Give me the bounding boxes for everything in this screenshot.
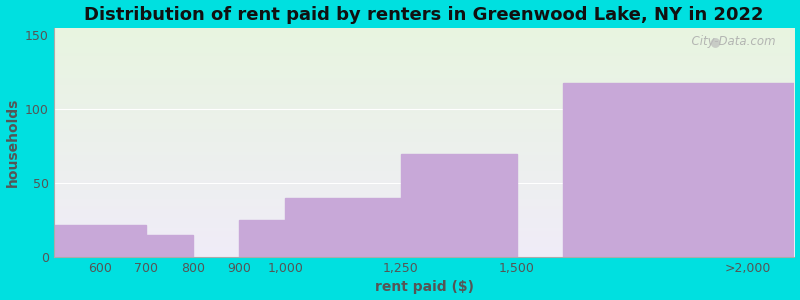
Bar bbox=[286, 198, 401, 257]
Bar bbox=[563, 82, 794, 257]
Text: ●: ● bbox=[710, 35, 720, 48]
Y-axis label: households: households bbox=[6, 98, 19, 187]
Bar bbox=[54, 224, 146, 257]
Bar bbox=[146, 235, 193, 257]
Bar bbox=[401, 154, 517, 257]
Text: City-Data.com: City-Data.com bbox=[684, 35, 776, 48]
Bar bbox=[239, 220, 286, 257]
X-axis label: rent paid ($): rent paid ($) bbox=[374, 280, 474, 294]
Title: Distribution of rent paid by renters in Greenwood Lake, NY in 2022: Distribution of rent paid by renters in … bbox=[84, 6, 764, 24]
